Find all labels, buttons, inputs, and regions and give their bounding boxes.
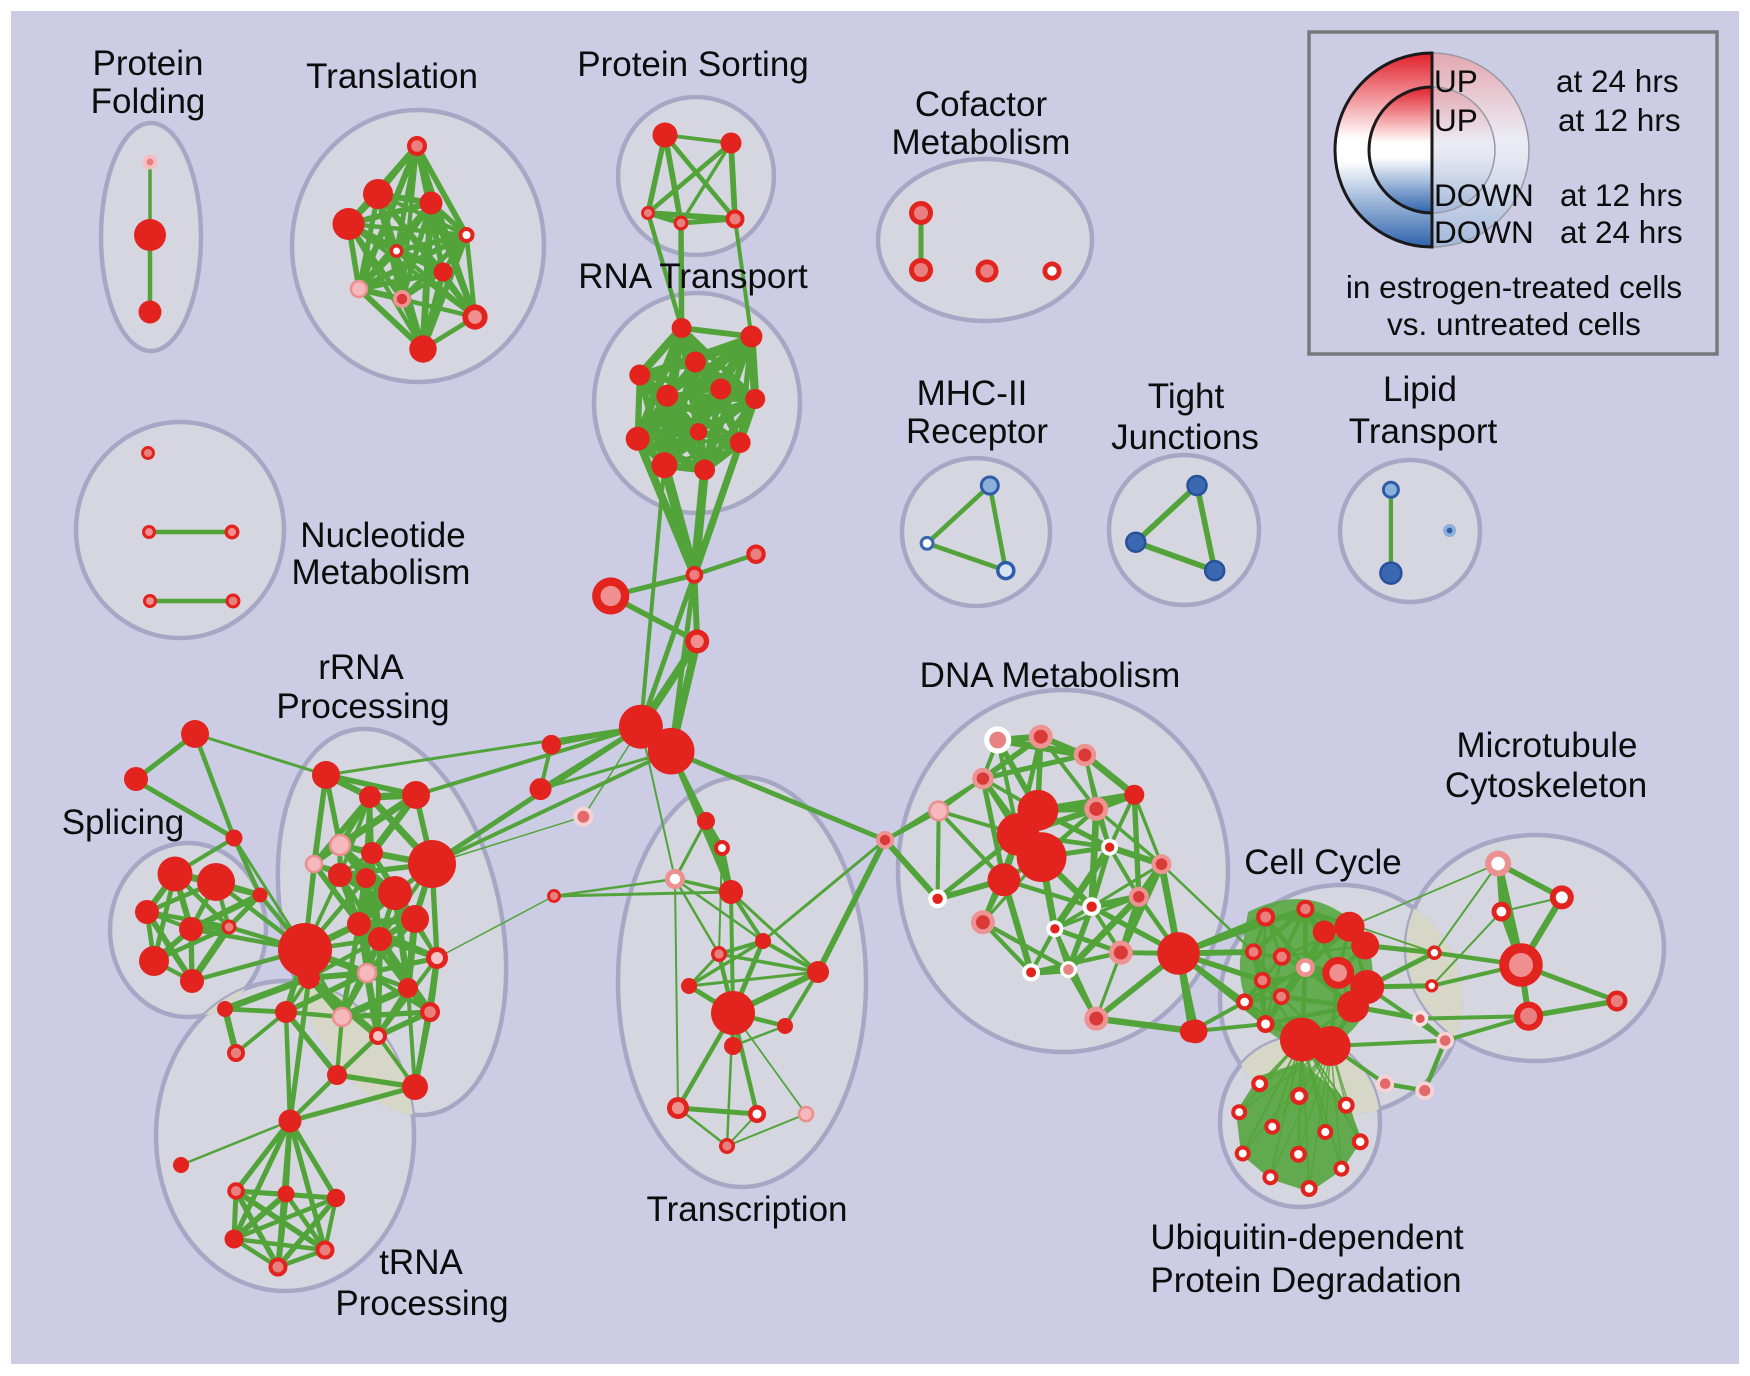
svg-text:UP: UP bbox=[1434, 102, 1478, 138]
svg-text:Processing: Processing bbox=[335, 1284, 508, 1323]
svg-text:in estrogen-treated cells: in estrogen-treated cells bbox=[1346, 269, 1682, 305]
svg-text:UP: UP bbox=[1434, 63, 1478, 99]
svg-text:Receptor: Receptor bbox=[906, 412, 1048, 451]
svg-text:at 12 hrs: at 12 hrs bbox=[1560, 177, 1683, 213]
svg-text:Protein Degradation: Protein Degradation bbox=[1150, 1261, 1461, 1300]
svg-text:Cell Cycle: Cell Cycle bbox=[1244, 843, 1402, 882]
svg-text:Protein: Protein bbox=[93, 44, 204, 83]
svg-text:Processing: Processing bbox=[276, 687, 449, 726]
svg-text:at 24 hrs: at 24 hrs bbox=[1556, 63, 1679, 99]
svg-text:MHC-II: MHC-II bbox=[917, 374, 1028, 413]
svg-text:Cytoskeleton: Cytoskeleton bbox=[1445, 766, 1647, 805]
svg-text:Protein Sorting: Protein Sorting bbox=[577, 45, 809, 84]
svg-text:Translation: Translation bbox=[306, 57, 478, 96]
svg-text:Cofactor: Cofactor bbox=[915, 85, 1048, 124]
svg-text:RNA Transport: RNA Transport bbox=[578, 257, 808, 296]
svg-text:at 12 hrs: at 12 hrs bbox=[1558, 102, 1681, 138]
svg-text:Splicing: Splicing bbox=[62, 803, 185, 842]
svg-text:at 24 hrs: at 24 hrs bbox=[1560, 214, 1683, 250]
svg-text:Microtubule: Microtubule bbox=[1457, 726, 1638, 765]
svg-text:Folding: Folding bbox=[91, 82, 206, 121]
svg-text:DNA Metabolism: DNA Metabolism bbox=[920, 656, 1181, 695]
svg-text:Metabolism: Metabolism bbox=[292, 553, 471, 592]
svg-text:Tight: Tight bbox=[1148, 377, 1225, 416]
svg-text:DOWN: DOWN bbox=[1434, 214, 1534, 250]
svg-text:DOWN: DOWN bbox=[1434, 177, 1534, 213]
svg-text:Lipid: Lipid bbox=[1383, 370, 1457, 409]
svg-text:rRNA: rRNA bbox=[318, 648, 404, 687]
svg-text:Junctions: Junctions bbox=[1111, 418, 1259, 457]
svg-text:Ubiquitin-dependent: Ubiquitin-dependent bbox=[1150, 1218, 1464, 1257]
svg-text:tRNA: tRNA bbox=[379, 1243, 463, 1282]
svg-text:Transcription: Transcription bbox=[647, 1190, 848, 1229]
svg-text:Metabolism: Metabolism bbox=[892, 123, 1071, 162]
svg-text:Transport: Transport bbox=[1349, 412, 1498, 451]
svg-text:Nucleotide: Nucleotide bbox=[300, 516, 465, 555]
svg-text:vs. untreated cells: vs. untreated cells bbox=[1387, 306, 1641, 342]
